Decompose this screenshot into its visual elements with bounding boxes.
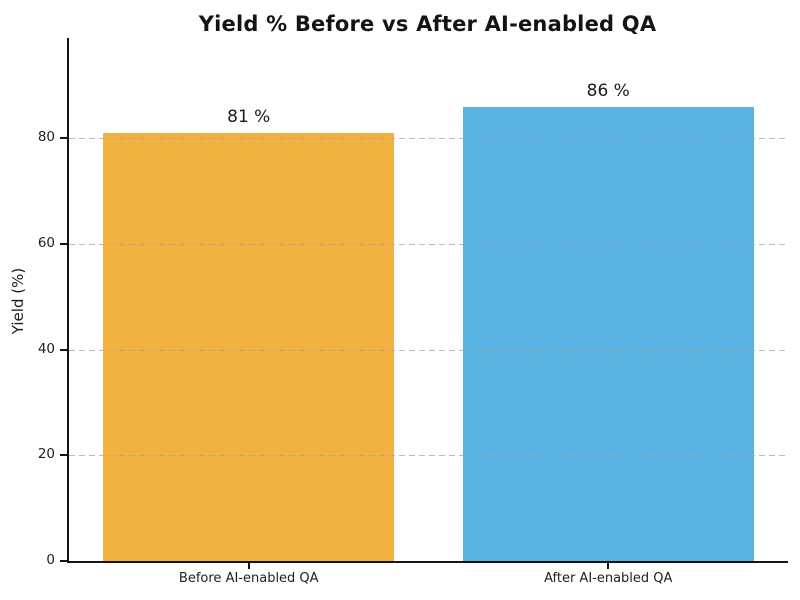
y-axis-tick-mark [60, 454, 67, 457]
x-axis-category-label: Before AI-enabled QA [178, 571, 319, 586]
y-axis-tick-label: 80 [37, 129, 55, 146]
y-axis-tick-label: 0 [46, 552, 55, 568]
x-axis-category-label: After AI-enabled QA [544, 571, 673, 586]
gridline [69, 244, 788, 246]
chart-title: Yield % Before vs After AI-enabled QA [198, 12, 657, 36]
y-axis-tick-label: 60 [37, 235, 55, 252]
x-axis-tick-mark [607, 563, 610, 569]
y-axis-tick-label: 40 [37, 340, 55, 357]
y-axis-tick-label: 20 [37, 446, 55, 463]
bar-value-label: 81 % [227, 107, 271, 128]
y-axis-tick-mark [60, 560, 67, 562]
y-axis-tick-mark [60, 348, 67, 351]
y-axis-tick-mark [60, 243, 67, 246]
bar-before [103, 133, 395, 561]
bar-value-label: 86 % [586, 80, 630, 101]
y-axis-tick-mark [60, 137, 67, 140]
gridline [69, 138, 788, 140]
bar-after [462, 106, 754, 561]
gridline [69, 349, 788, 351]
x-axis-tick-mark [247, 563, 250, 569]
plot-area: 0 20 40 60 80 81 % Before AI-enabled QA 86 % Aft… [38, 38, 788, 586]
gridline [69, 455, 788, 457]
